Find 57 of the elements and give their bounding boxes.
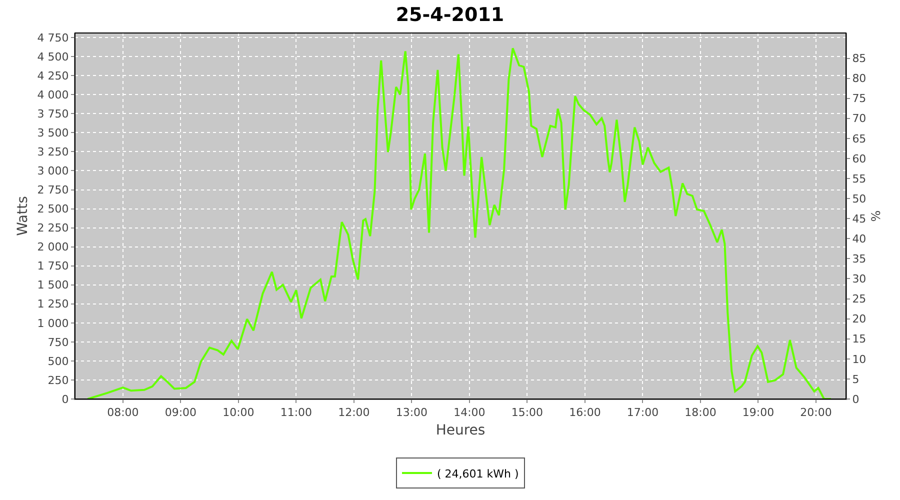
y2-tick-label: 20 (852, 312, 866, 326)
y2-tick-label: 25 (852, 292, 866, 306)
y-tick-label: 2 000 (37, 240, 69, 254)
y-tick-label: 3 500 (37, 126, 69, 140)
x-tick-label: 17:00 (626, 406, 659, 420)
y-tick-label: 2 500 (37, 202, 69, 216)
x-tick-label: 08:00 (107, 406, 139, 420)
x-axis-title: Heures (436, 422, 486, 438)
y2-tick-label: 80 (852, 72, 866, 86)
y2-tick-label: 40 (852, 232, 866, 246)
y-tick-label: 2 750 (37, 184, 69, 197)
y-tick-label: 3 000 (37, 164, 69, 178)
y-tick-label: 4 250 (37, 69, 69, 82)
legend-label: ( 24,601 kWh ) (437, 467, 519, 480)
x-tick-label: 11:00 (280, 406, 312, 420)
y2-axis-title: % (869, 210, 884, 222)
y-tick-label: 250 (48, 374, 69, 387)
line-series (86, 47, 832, 399)
y-tick-label: 750 (48, 336, 69, 349)
y-tick-label: 1 000 (37, 316, 69, 330)
x-tick-label: 16:00 (569, 406, 601, 420)
x-tick-label: 20:00 (800, 406, 832, 420)
y2-tick-label: 55 (852, 172, 866, 186)
y2-tick-label: 35 (852, 252, 866, 266)
x-tick-label: 15:00 (511, 406, 544, 420)
y-axis-title: Watts (14, 196, 31, 236)
y-tick-label: 4 750 (37, 31, 69, 44)
x-tick-label: 10:00 (222, 406, 254, 420)
y2-tick-label: 0 (852, 392, 860, 406)
x-tick-label: 14:00 (454, 406, 486, 420)
y-tick-label: 4 500 (37, 50, 69, 64)
y2-tick-label: 75 (852, 92, 866, 106)
y2-tick-label: 70 (852, 112, 866, 126)
y-tick-label: 500 (48, 354, 69, 368)
x-tick-label: 18:00 (684, 406, 716, 420)
y-tick-label: 1 500 (37, 278, 69, 292)
y-tick-label: 1 750 (37, 260, 69, 273)
chart-title: 25-4-2011 (396, 4, 504, 26)
y-tick-label: 1 250 (37, 298, 69, 311)
y-tick-label: 3 750 (37, 108, 69, 121)
y-tick-label: 3 250 (37, 146, 69, 159)
y2-tick-label: 5 (852, 372, 860, 386)
y2-tick-label: 85 (852, 52, 866, 66)
y2-tick-label: 60 (852, 152, 866, 166)
x-tick-label: 13:00 (396, 406, 428, 420)
y2-tick-label: 30 (852, 272, 866, 286)
x-tick-label: 09:00 (164, 406, 197, 420)
y2-tick-label: 50 (852, 192, 866, 206)
y-tick-label: 4 000 (37, 88, 69, 102)
x-tick-label: 12:00 (338, 406, 370, 420)
y-tick-label: 2 250 (37, 222, 69, 235)
y2-tick-label: 65 (852, 132, 866, 146)
y2-tick-label: 15 (852, 332, 866, 346)
y2-tick-label: 10 (852, 352, 866, 366)
y2-tick-label: 45 (852, 212, 866, 226)
x-tick-label: 19:00 (742, 406, 774, 420)
y-tick-label: 0 (62, 392, 69, 406)
